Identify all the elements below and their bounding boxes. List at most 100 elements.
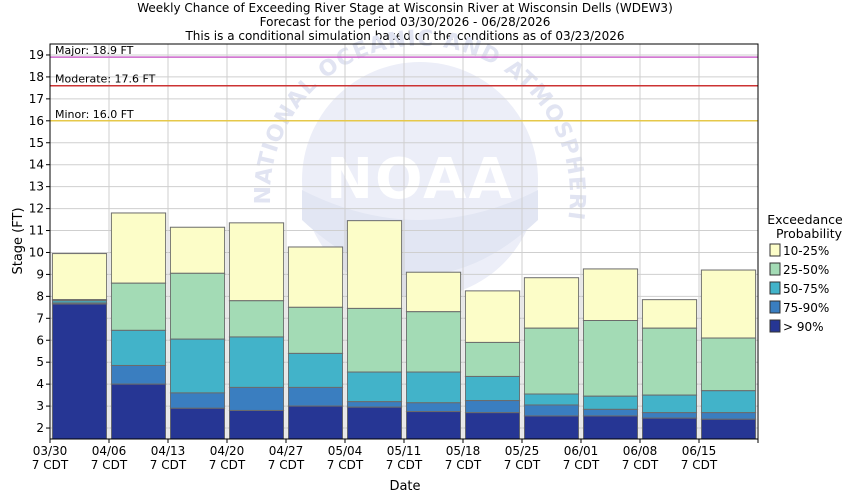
y-tick-label: 10 [29,245,44,259]
bar-9-10-25- [523,277,580,329]
bar-7-50-75- [405,371,462,404]
x-tick-date: 06/01 [564,444,599,458]
legend-swatch [769,281,781,295]
title-line-2: Forecast for the period 03/30/2026 - 06/… [260,15,551,29]
bar-11-75-90- [641,412,698,419]
bar-1--90- [51,303,108,440]
bar-11-50-75- [641,394,698,414]
legend-swatch [769,319,781,333]
y-tick-label: 11 [29,224,44,238]
bar-5-50-75- [287,352,344,388]
threshold-label-3: Minor: 16.0 FT [55,108,134,121]
legend-title-line-2: Probability [776,226,843,241]
legend-title-line-1: Exceedance [767,212,843,227]
bar-7-25-50- [405,311,462,373]
bar-8-75-90- [464,400,521,414]
bar-2-10-25- [110,212,167,284]
bar-8-50-75- [464,375,521,402]
bar-10-75-90- [582,408,639,417]
title-line-1: Weekly Chance of Exceeding River Stage a… [137,1,673,15]
bar-6--90- [346,406,403,440]
legend-swatch [769,243,781,257]
y-tick-label: 14 [29,158,44,172]
bar-2-25-50- [110,282,167,331]
x-tick-date: 04/20 [210,444,245,458]
bar-3-10-25- [169,226,226,274]
bar-4-50-75- [228,336,285,388]
y-tick-label: 5 [36,355,44,369]
x-tick-time: 7 CDT [209,458,246,472]
bar-3-25-50- [169,272,226,340]
x-tick-time: 7 CDT [327,458,364,472]
bar-11--90- [641,417,698,440]
bar-7-10-25- [405,271,462,313]
x-tick-time: 7 CDT [32,458,69,472]
bar-3-75-90- [169,392,226,409]
y-tick-label: 19 [29,48,44,62]
bar-12-50-75- [700,390,757,414]
bar-6-10-25- [346,220,403,309]
x-tick-date: 04/13 [151,444,186,458]
bar-9-75-90- [523,404,580,417]
y-tick-label: 15 [29,136,44,150]
x-tick-date: 05/04 [328,444,363,458]
threshold-label-2: Moderate: 17.6 FT [55,73,156,86]
x-tick-date: 05/25 [505,444,540,458]
bar-2--90- [110,383,167,440]
y-tick-label: 7 [36,311,44,325]
bar-10-10-25- [582,268,639,321]
bar-9-25-50- [523,327,580,395]
legend-label: 10-25% [783,244,829,258]
bar-10-25-50- [582,320,639,397]
bar-10--90- [582,415,639,440]
bar-3--90- [169,407,226,440]
bar-12-10-25- [700,269,757,339]
y-tick-label: 4 [36,377,44,391]
legend-label: 75-90% [783,301,829,315]
x-tick-date: 04/27 [269,444,304,458]
bar-8-10-25- [464,290,521,343]
y-axis-label: Stage (FT) [11,207,26,274]
legend-swatch [769,300,781,314]
bar-5-25-50- [287,306,344,354]
bar-6-25-50- [346,307,403,373]
bar-11-25-50- [641,327,698,396]
x-tick-date: 05/11 [387,444,422,458]
x-tick-date: 06/08 [623,444,658,458]
flood-thresholds: Major: 18.9 FT Moderate: 17.6 FT Minor: 16… [50,44,758,122]
bar-5-10-25- [287,246,344,308]
bar-12-25-50- [700,337,757,392]
x-tick-time: 7 CDT [622,458,659,472]
bar-series [51,212,757,440]
threshold-label-1: Major: 18.9 FT [55,44,134,57]
x-axis-label: Date [389,479,420,494]
bar-4-25-50- [228,300,285,338]
legend-swatch [769,262,781,276]
grid-lines [49,44,759,439]
x-tick-date: 06/15 [682,444,717,458]
chart-title: Weekly Chance of Exceeding River Stage a… [137,1,673,43]
y-tick-label: 9 [36,267,44,281]
y-tick-label: 8 [36,289,44,303]
bar-8-25-50- [464,341,521,377]
bar-6-50-75- [346,371,403,403]
x-tick-time: 7 CDT [150,458,187,472]
y-tick-label: 16 [29,114,44,128]
bar-12--90- [700,418,757,440]
bar-5--90- [287,405,344,440]
watermark-logo-text: NOAA [326,147,514,212]
x-tick-time: 7 CDT [504,458,541,472]
x-tick-time: 7 CDT [681,458,718,472]
bar-9-50-75- [523,393,580,406]
bar-4-75-90- [228,386,285,411]
x-tick-time: 7 CDT [91,458,128,472]
x-tick-time: 7 CDT [445,458,482,472]
legend-label: 25-50% [783,263,829,277]
bar-2-75-90- [110,364,167,385]
bar-2-50-75- [110,329,167,366]
legend-label: 50-75% [783,282,829,296]
x-tick-date: 03/30 [33,444,68,458]
y-tick-label: 13 [29,180,44,194]
x-tick-date: 04/06 [92,444,127,458]
